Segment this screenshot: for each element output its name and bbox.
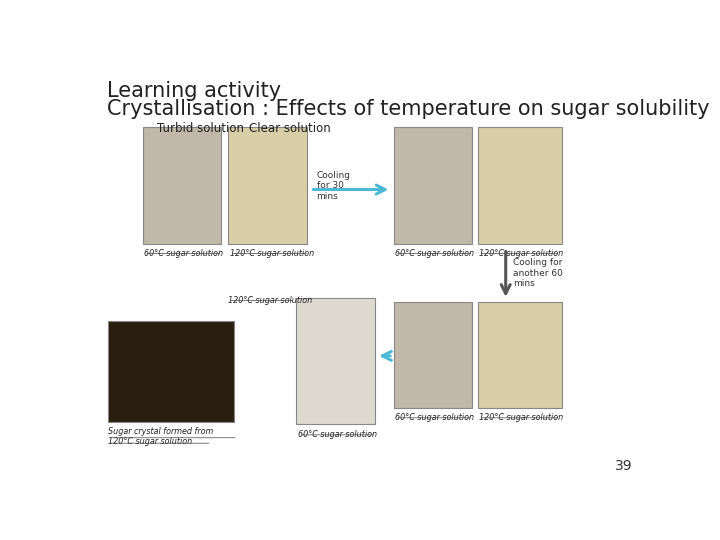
Text: Crystallisation : Effects of temperature on sugar solubility: Crystallisation : Effects of temperature… <box>107 99 709 119</box>
FancyBboxPatch shape <box>478 127 562 244</box>
Text: 120°C sugar solution: 120°C sugar solution <box>479 413 563 422</box>
Text: 120°C sugar solution: 120°C sugar solution <box>230 248 314 258</box>
Text: Cooling for
another 60
mins: Cooling for another 60 mins <box>513 258 563 288</box>
FancyBboxPatch shape <box>478 302 562 408</box>
Text: 120°C sugar solution: 120°C sugar solution <box>228 295 312 305</box>
Text: 60°C sugar solution: 60°C sugar solution <box>298 430 377 439</box>
Text: 60°C sugar solution: 60°C sugar solution <box>144 248 223 258</box>
Text: Learning activity: Learning activity <box>107 80 281 100</box>
FancyBboxPatch shape <box>394 127 472 244</box>
Text: Clear solution: Clear solution <box>249 122 330 135</box>
Text: 60°C sugar solution: 60°C sugar solution <box>395 248 474 258</box>
FancyBboxPatch shape <box>394 302 472 408</box>
FancyBboxPatch shape <box>297 298 374 424</box>
Text: 60°C sugar solution: 60°C sugar solution <box>395 413 474 422</box>
FancyBboxPatch shape <box>143 127 221 244</box>
Text: Sugar crystal formed from
120°C sugar solution: Sugar crystal formed from 120°C sugar so… <box>109 427 214 446</box>
Text: Turbid solution: Turbid solution <box>157 122 244 135</box>
FancyBboxPatch shape <box>109 321 234 422</box>
Text: Cooling
for 30
mins: Cooling for 30 mins <box>317 171 351 201</box>
Text: 120°C sugar solution: 120°C sugar solution <box>479 248 563 258</box>
Text: 39: 39 <box>615 459 632 473</box>
FancyBboxPatch shape <box>228 127 307 244</box>
